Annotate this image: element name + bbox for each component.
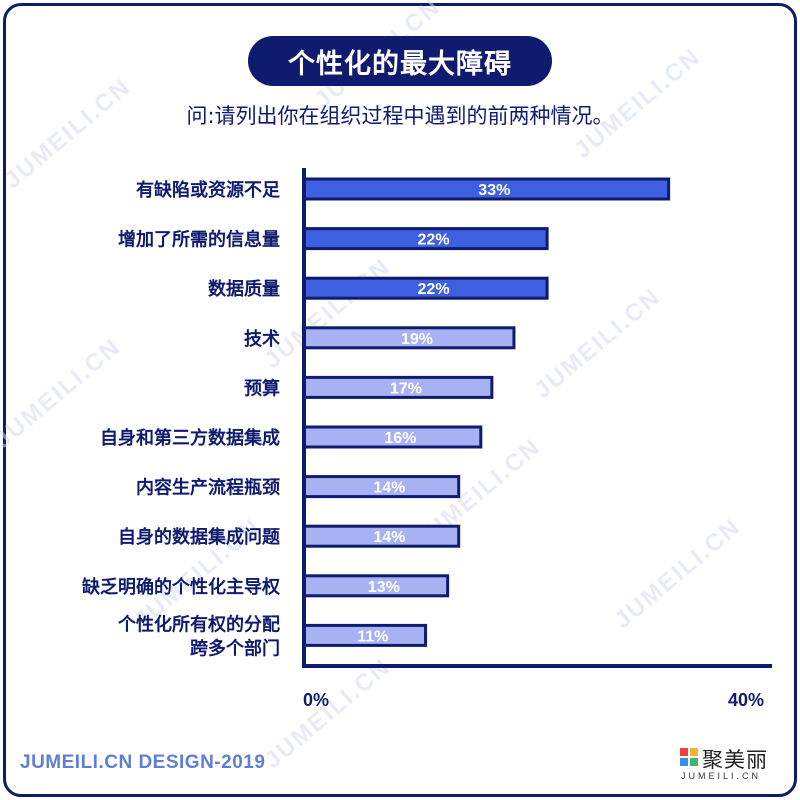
category-label: 跨多个部门 <box>190 637 280 659</box>
chart-subtitle: 问:请列出你在组织过程中遇到的前两种情况。 <box>186 104 614 128</box>
data-label: 14% <box>373 480 405 497</box>
footer-credit: JUMEILI.CN DESIGN-2019 <box>20 752 266 773</box>
data-label: 22% <box>418 232 450 249</box>
category-label: 自身和第三方数据集成 <box>100 427 280 449</box>
data-label: 33% <box>478 182 510 199</box>
category-label: 缺乏明确的个性化主导权 <box>81 576 281 598</box>
data-label: 13% <box>368 579 400 596</box>
category-label: 技术 <box>244 328 280 350</box>
data-label: 14% <box>373 529 405 546</box>
data-label: 16% <box>384 430 416 447</box>
logo-icon <box>680 748 698 766</box>
data-label: 22% <box>418 281 450 298</box>
data-label: 17% <box>390 380 422 397</box>
data-label: 19% <box>401 331 433 348</box>
data-label: 11% <box>357 628 388 645</box>
category-label: 内容生产流程瓶颈 <box>136 477 280 499</box>
x-tick-label: 40% <box>728 690 764 710</box>
x-tick-label: 0% <box>303 690 329 710</box>
category-label: 个性化所有权的分配 <box>117 613 280 635</box>
category-label: 自身的数据集成问题 <box>118 526 281 548</box>
category-label: 有缺陷或资源不足 <box>136 179 280 201</box>
category-label: 增加了所需的信息量 <box>118 229 280 251</box>
chart-title: 个性化的最大障碍 <box>248 36 552 86</box>
logo-subtitle: JUMEILI.CN <box>681 771 762 781</box>
logo-name: 聚美丽 <box>702 748 768 772</box>
category-label: 数据质量 <box>208 278 280 300</box>
category-label: 预算 <box>244 377 280 399</box>
